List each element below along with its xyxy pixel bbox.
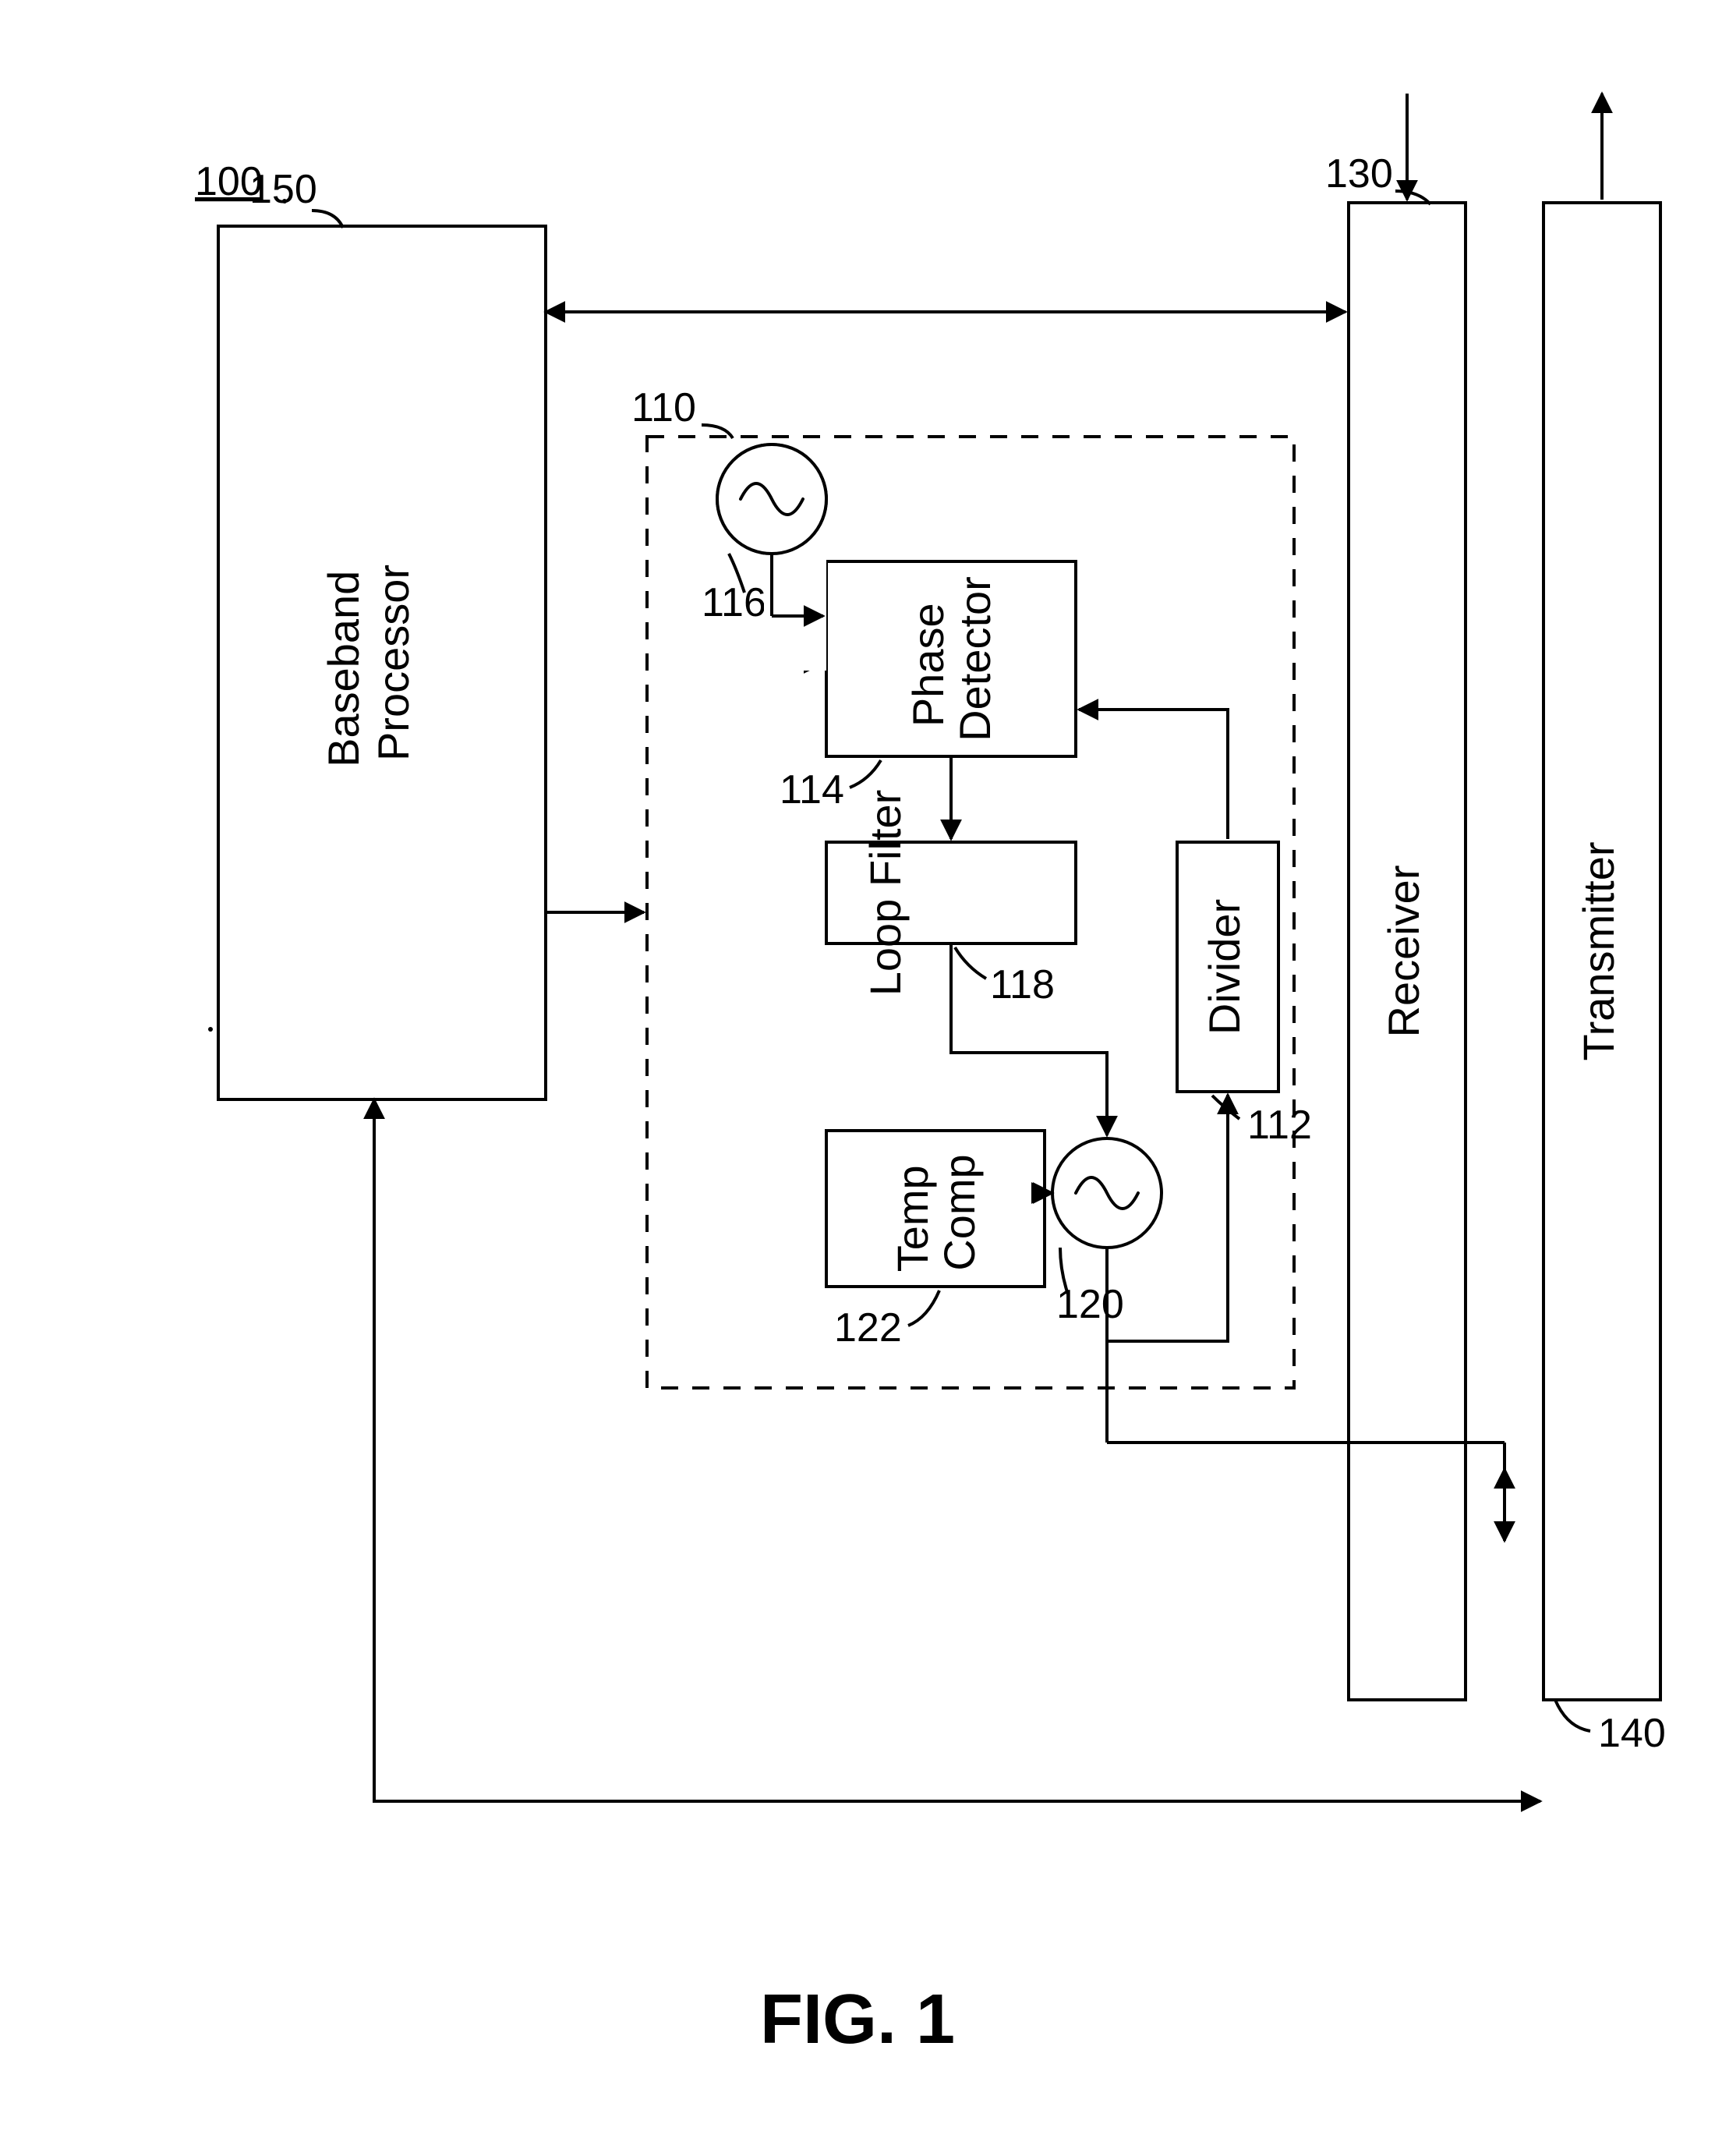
divider-block: Divider	[1177, 842, 1278, 1092]
ref-112: 112	[1247, 1103, 1312, 1148]
svg-text:Temp Comp: Temp Comp	[888, 1153, 984, 1273]
pd-label-2: Detector	[950, 576, 999, 742]
temp-label-1: Temp	[888, 1165, 937, 1272]
receiver-label: Receiver	[1379, 866, 1428, 1038]
receiver-block: Receiver	[1349, 203, 1466, 1700]
ref-150: 150	[249, 167, 317, 212]
svg-text:Phase Detector: Phase Detector	[903, 576, 999, 742]
ref-116: 116	[702, 580, 766, 625]
dot-artifact-2	[208, 1027, 213, 1032]
leader-114	[850, 760, 881, 788]
phase-detector-block: Phase Detector	[826, 561, 1076, 756]
svg-text:Baseband Processor: Baseband Processor	[319, 558, 418, 767]
ref-110: 110	[631, 385, 696, 430]
osc-vco	[1052, 1138, 1162, 1248]
baseband-block: Baseband Processor	[218, 226, 546, 1099]
leader-118	[955, 947, 986, 979]
temp-comp-block: Temp Comp	[826, 1131, 1045, 1287]
leader-112	[1212, 1096, 1239, 1119]
temp-label-2: Comp	[935, 1154, 984, 1270]
ref-114: 114	[780, 767, 844, 812]
pd-label-1: Phase	[903, 603, 953, 727]
loop-filter-label: Loop Filter	[861, 790, 910, 997]
divider-label: Divider	[1200, 899, 1249, 1035]
baseband-label-1: Baseband	[319, 571, 368, 767]
dot-artifact-1	[282, 199, 287, 204]
transmitter-label: Transmitter	[1574, 841, 1623, 1060]
leader-140	[1555, 1700, 1590, 1731]
arrow-div-pd	[1079, 710, 1228, 839]
ref-122: 122	[834, 1305, 902, 1351]
figure-label: FIG. 1	[760, 1981, 955, 2059]
ref-140: 140	[1598, 1711, 1666, 1756]
leader-122	[908, 1290, 939, 1326]
transmitter-block: Transmitter	[1544, 203, 1660, 1700]
baseband-label-2: Processor	[369, 565, 418, 761]
ref-118: 118	[990, 962, 1055, 1007]
ref-130: 130	[1325, 151, 1393, 196]
